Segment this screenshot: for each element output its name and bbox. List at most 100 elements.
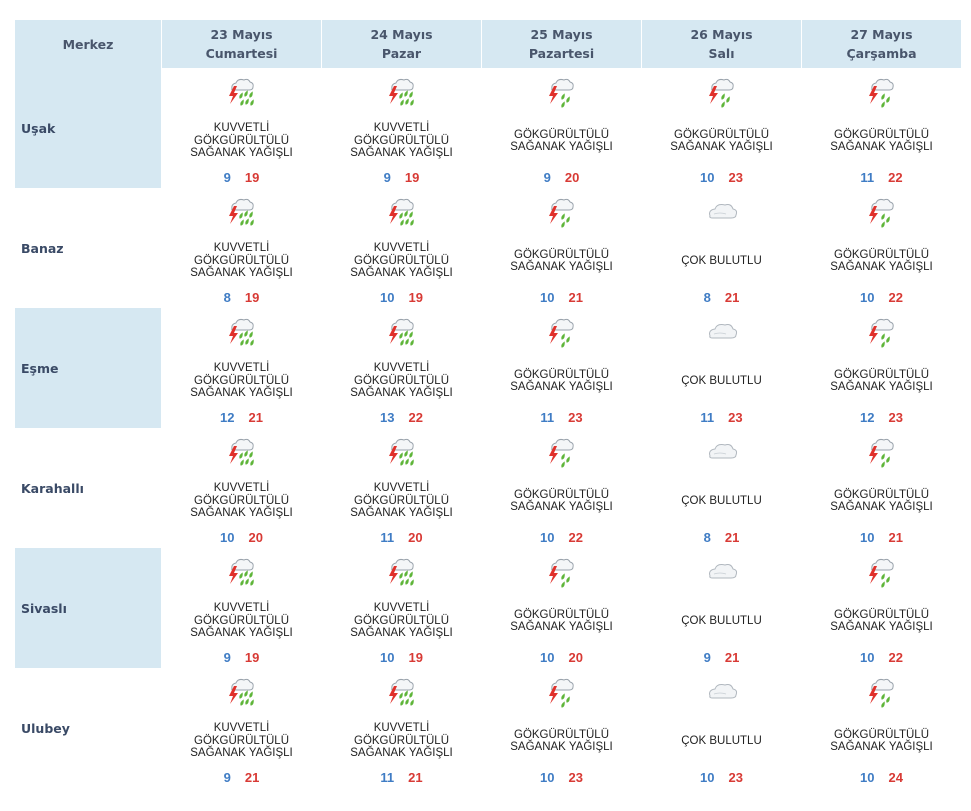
weather-description-cell: ÇOK BULUTLU [642,356,802,406]
weather-description-line: GÖKGÜRÜLTÜLÜ [514,248,609,261]
max-temperature: 20 [248,529,263,545]
weather-description-cell: KUVVETLİ GÖKGÜRÜLTÜLÜ SAĞANAK YAĞIŞLI [162,116,322,166]
weather-description-line: SAĞANAK YAĞIŞLI [510,621,613,633]
weather-description-line: GÖKGÜRÜLTÜLÜ [194,734,289,747]
thunderstorm-showers-icon [544,194,580,230]
temperature-cell: 10 21 [802,526,962,548]
temperature-cell: 10 24 [802,766,962,788]
weather-description-cell: GÖKGÜRÜLTÜLÜ SAĞANAK YAĞIŞLI [482,236,642,286]
weather-icon-cell [802,308,962,356]
weather-icon-cell [482,188,642,236]
min-temperature: 9 [223,769,231,785]
weather-description: GÖKGÜRÜLTÜLÜ SAĞANAK YAĞIŞLI [802,489,961,514]
weather-description-cell: ÇOK BULUTLU [642,716,802,766]
max-temperature: 19 [244,649,260,665]
temperature-cell: 10 19 [322,286,482,308]
weather-icon-cell [162,548,322,596]
min-temperature: 10 [860,529,875,545]
mostly-cloudy-icon [704,674,740,710]
heavy-thunderstorm-showers-icon [224,554,260,590]
heavy-thunderstorm-showers-icon [224,314,260,350]
weather-description-line: SAĞANAK YAĞIŞLI [350,387,453,400]
day-weekday: Pazartesi [528,46,595,61]
thunderstorm-showers-icon [864,74,900,110]
weather-description-line: SAĞANAK YAĞIŞLI [350,147,453,160]
weather-icon-cell [642,188,802,236]
weather-description: ÇOK BULUTLU [642,615,801,628]
weather-description-line: KUVVETLİ [373,122,430,135]
weather-description: KUVVETLİ GÖKGÜRÜLTÜLÜ SAĞANAK YAĞIŞLI [162,602,321,640]
weather-description-line: GÖKGÜRÜLTÜLÜ [514,128,609,141]
city-desc-row: KUVVETLİ GÖKGÜRÜLTÜLÜ SAĞANAK YAĞIŞLI KUVVE… [15,716,962,766]
temperature-cell: 9 19 [162,646,322,668]
max-temperature: 22 [408,409,423,425]
weather-description: GÖKGÜRÜLTÜLÜ SAĞANAK YAĞIŞLI [802,369,961,394]
min-temperature: 10 [380,289,395,305]
heavy-thunderstorm-showers-icon [384,554,420,590]
weather-description-line: GÖKGÜRÜLTÜLÜ [194,614,289,627]
temperature-cell: 11 21 [322,766,482,788]
weather-description: ÇOK BULUTLU [642,375,801,388]
city-icon-row: Karahallı [15,428,962,548]
weather-description-cell: GÖKGÜRÜLTÜLÜ SAĞANAK YAĞIŞLI [482,356,642,406]
weather-description-line: GÖKGÜRÜLTÜLÜ [674,128,769,141]
weather-description-line: SAĞANAK YAĞIŞLI [190,387,293,400]
weather-description-line: GÖKGÜRÜLTÜLÜ [514,728,609,741]
max-temperature: 21 [244,769,260,785]
weather-description-line: GÖKGÜRÜLTÜLÜ [834,128,929,141]
min-temperature: 10 [700,769,715,785]
weather-description-cell: KUVVETLİ GÖKGÜRÜLTÜLÜ SAĞANAK YAĞIŞLI [162,476,322,526]
weather-description-cell: KUVVETLİ GÖKGÜRÜLTÜLÜ SAĞANAK YAĞIŞLI [322,236,482,286]
min-temperature: 11 [860,169,875,185]
city-temp-row: 9 19 10 19 10 20 9 21 10 22 [15,646,962,668]
min-temperature: 13 [380,409,395,425]
weather-description-line: SAĞANAK YAĞIŞLI [510,741,613,753]
weather-description-line: SAĞANAK YAĞIŞLI [350,507,453,520]
weather-description-cell: GÖKGÜRÜLTÜLÜ SAĞANAK YAĞIŞLI [802,356,962,406]
max-temperature: 19 [244,289,260,305]
min-temperature: 10 [860,769,875,785]
weather-description-cell: GÖKGÜRÜLTÜLÜ SAĞANAK YAĞIŞLI [482,716,642,766]
temperature-cell: 9 21 [162,766,322,788]
heavy-thunderstorm-showers-icon [384,314,420,350]
max-temperature: 19 [408,649,423,665]
min-temperature: 9 [543,169,551,185]
weather-description-line: SAĞANAK YAĞIŞLI [190,267,293,280]
max-temperature: 21 [568,289,583,305]
weather-description: GÖKGÜRÜLTÜLÜ SAĞANAK YAĞIŞLI [482,249,641,274]
min-temperature: 12 [860,409,875,425]
weather-description-line: KUVVETLİ [373,482,430,495]
min-temperature: 11 [540,409,555,425]
header-row: Merkez 23 Mayıs Cumartesi 24 Mayıs Pazar 2… [15,20,962,68]
weather-description: KUVVETLİ GÖKGÜRÜLTÜLÜ SAĞANAK YAĞIŞLI [322,242,481,280]
weather-description-line: SAĞANAK YAĞIŞLI [830,261,933,273]
weather-icon-cell [802,68,962,116]
weather-description-line: GÖKGÜRÜLTÜLÜ [194,494,289,507]
weather-description-line: SAĞANAK YAĞIŞLI [830,141,933,153]
weather-description-line: GÖKGÜRÜLTÜLÜ [354,734,449,747]
weather-description-line: ÇOK BULUTLU [681,254,762,267]
weather-description-cell: GÖKGÜRÜLTÜLÜ SAĞANAK YAĞIŞLI [802,596,962,646]
weather-description-line: GÖKGÜRÜLTÜLÜ [194,374,289,387]
weather-description-line: SAĞANAK YAĞIŞLI [830,741,933,753]
min-temperature: 9 [383,169,391,185]
weather-description-cell: GÖKGÜRÜLTÜLÜ SAĞANAK YAĞIŞLI [802,716,962,766]
weather-description: KUVVETLİ GÖKGÜRÜLTÜLÜ SAĞANAK YAĞIŞLI [322,722,481,760]
weather-description-cell: KUVVETLİ GÖKGÜRÜLTÜLÜ SAĞANAK YAĞIŞLI [162,236,322,286]
weather-description-cell: GÖKGÜRÜLTÜLÜ SAĞANAK YAĞIŞLI [802,116,962,166]
mostly-cloudy-icon [704,314,740,350]
city-icon-row: Eşme [15,308,962,428]
day-header: 25 Mayıs Pazartesi [482,20,642,68]
day-weekday: Pazar [381,46,422,61]
max-temperature: 21 [408,769,423,785]
thunderstorm-showers-icon [864,194,900,230]
weather-description: KUVVETLİ GÖKGÜRÜLTÜLÜ SAĞANAK YAĞIŞLI [162,122,321,160]
weather-description-line: SAĞANAK YAĞIŞLI [350,627,453,640]
weather-description-line: ÇOK BULUTLU [681,734,762,747]
weather-description: GÖKGÜRÜLTÜLÜ SAĞANAK YAĞIŞLI [482,609,641,634]
min-temperature: 11 [380,769,395,785]
city-desc-row: KUVVETLİ GÖKGÜRÜLTÜLÜ SAĞANAK YAĞIŞLI KUVVE… [15,596,962,646]
max-temperature: 21 [724,529,740,545]
min-temperature: 12 [220,409,235,425]
weather-description-line: KUVVETLİ [373,362,430,375]
